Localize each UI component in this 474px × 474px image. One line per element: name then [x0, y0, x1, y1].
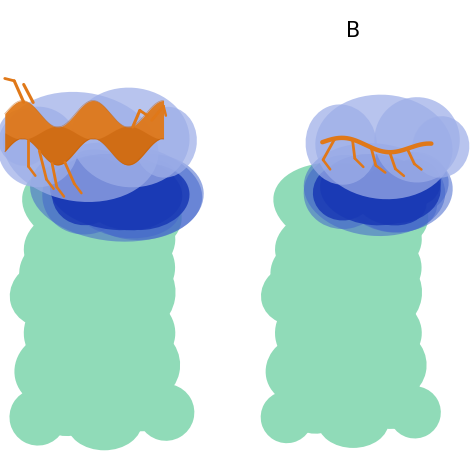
Ellipse shape [356, 329, 427, 401]
Ellipse shape [137, 384, 194, 441]
Ellipse shape [30, 142, 202, 242]
Ellipse shape [121, 159, 182, 215]
Ellipse shape [128, 166, 175, 209]
Ellipse shape [273, 162, 428, 255]
Ellipse shape [261, 391, 313, 443]
Ellipse shape [66, 156, 123, 204]
Ellipse shape [66, 393, 142, 450]
Ellipse shape [10, 260, 85, 328]
Ellipse shape [58, 149, 132, 211]
Ellipse shape [83, 177, 168, 230]
Ellipse shape [90, 294, 175, 370]
Ellipse shape [284, 372, 346, 434]
Ellipse shape [0, 109, 50, 166]
Ellipse shape [71, 169, 181, 238]
Ellipse shape [341, 296, 422, 367]
Ellipse shape [374, 97, 460, 182]
Ellipse shape [313, 197, 422, 277]
Ellipse shape [22, 160, 182, 257]
Ellipse shape [109, 256, 175, 332]
Ellipse shape [3, 92, 158, 202]
Ellipse shape [348, 152, 453, 232]
Ellipse shape [95, 164, 190, 230]
Ellipse shape [306, 104, 377, 185]
Ellipse shape [52, 164, 118, 225]
Ellipse shape [356, 177, 427, 226]
Ellipse shape [81, 154, 204, 240]
Ellipse shape [342, 229, 421, 301]
Ellipse shape [318, 396, 389, 448]
Text: B: B [346, 21, 360, 41]
Ellipse shape [9, 389, 66, 446]
Ellipse shape [360, 367, 422, 429]
Ellipse shape [360, 161, 441, 223]
Ellipse shape [109, 365, 175, 431]
Ellipse shape [62, 194, 175, 280]
Ellipse shape [24, 204, 147, 289]
Ellipse shape [50, 154, 182, 230]
Ellipse shape [0, 107, 78, 187]
Ellipse shape [308, 353, 398, 424]
Ellipse shape [265, 334, 346, 405]
Ellipse shape [104, 327, 180, 403]
Ellipse shape [389, 159, 441, 206]
Ellipse shape [71, 88, 190, 187]
Ellipse shape [313, 164, 374, 220]
Ellipse shape [315, 95, 453, 199]
Ellipse shape [261, 263, 331, 325]
Ellipse shape [412, 116, 469, 178]
Ellipse shape [135, 107, 197, 178]
Ellipse shape [43, 265, 166, 351]
Ellipse shape [24, 289, 119, 374]
Ellipse shape [304, 143, 445, 236]
Ellipse shape [42, 154, 128, 235]
Ellipse shape [360, 258, 422, 329]
Ellipse shape [275, 292, 365, 372]
Ellipse shape [289, 315, 398, 396]
Ellipse shape [320, 154, 429, 225]
Ellipse shape [271, 234, 360, 306]
Ellipse shape [57, 351, 152, 427]
Ellipse shape [91, 227, 175, 304]
Ellipse shape [389, 386, 441, 438]
Ellipse shape [19, 232, 113, 309]
Ellipse shape [38, 313, 152, 398]
Ellipse shape [14, 332, 100, 408]
Ellipse shape [304, 155, 383, 229]
Ellipse shape [33, 370, 100, 436]
Ellipse shape [294, 254, 393, 315]
Ellipse shape [294, 268, 412, 348]
Ellipse shape [381, 152, 448, 213]
Ellipse shape [345, 170, 437, 233]
Ellipse shape [275, 206, 393, 287]
Ellipse shape [43, 251, 147, 318]
